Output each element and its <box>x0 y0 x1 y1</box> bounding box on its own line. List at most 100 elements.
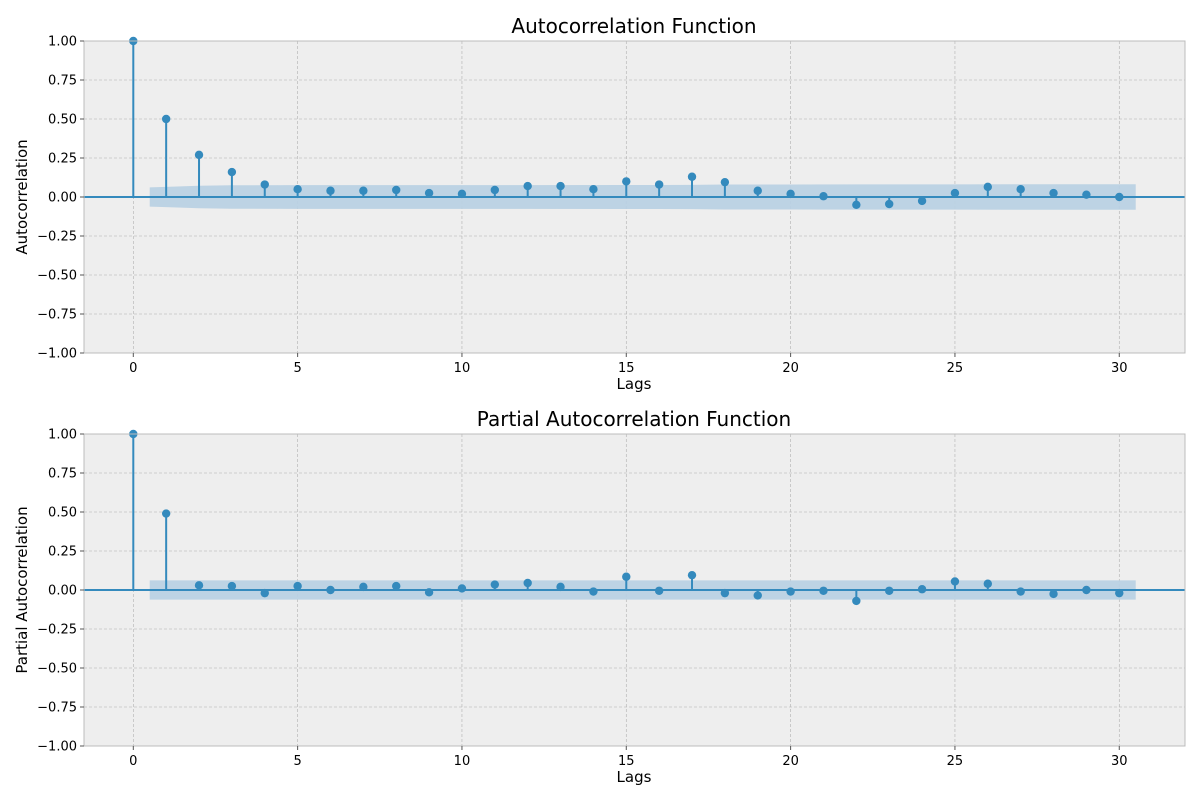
acf-y-tick-label: 0.75 <box>48 74 77 89</box>
pacf-y-tick-label: 0.50 <box>48 506 77 521</box>
acf-point-lag-22 <box>852 200 861 209</box>
pacf-point-lag-19 <box>753 591 762 600</box>
pacf-point-lag-5 <box>293 581 302 591</box>
pacf-point-lag-1 <box>161 509 171 518</box>
pacf-y-tick-label: 1.00 <box>48 428 77 443</box>
pacf-point-lag-13 <box>556 582 565 592</box>
acf-point-lag-23 <box>885 199 894 209</box>
acf-y-tick-label: 0.50 <box>48 113 77 128</box>
acf-x-tick-label: 10 <box>454 361 471 376</box>
pacf-y-tick-label: −0.75 <box>37 701 77 716</box>
pacf-chart-title: Partial Autocorrelation Function <box>477 407 791 431</box>
pacf-point-lag-7 <box>359 582 368 592</box>
pacf-point-lag-15 <box>622 572 631 581</box>
acf-point-lag-29 <box>1082 190 1091 199</box>
acf-point-lag-11 <box>490 185 500 195</box>
acf-chart-title: Autocorrelation Function <box>511 14 756 38</box>
acf-point-lag-15 <box>622 177 631 186</box>
pacf-point-lag-29 <box>1082 585 1091 595</box>
acf-point-lag-30 <box>1115 192 1124 202</box>
pacf-point-lag-23 <box>885 586 894 595</box>
acf-point-lag-12 <box>523 181 532 191</box>
pacf-point-lag-12 <box>523 578 532 588</box>
acf-point-lag-1 <box>161 114 171 124</box>
pacf-x-tick-label: 15 <box>618 754 635 769</box>
acf-y-tick-label: −0.50 <box>37 269 77 284</box>
acf-point-lag-13 <box>556 181 565 191</box>
pacf-x-tick-label: 5 <box>293 754 301 769</box>
pacf-point-lag-20 <box>786 587 795 596</box>
pacf-point-lag-10 <box>457 584 467 593</box>
acf-point-lag-28 <box>1049 188 1058 198</box>
pacf-point-lag-27 <box>1016 587 1025 596</box>
acf-point-lag-17 <box>687 172 697 181</box>
acf-point-lag-24 <box>917 196 927 206</box>
acf-point-lag-8 <box>392 185 401 195</box>
pacf-y-tick-label: 0.75 <box>48 467 77 482</box>
acf-point-lag-3 <box>227 167 237 177</box>
pacf-point-lag-30 <box>1115 588 1124 598</box>
acf-x-tick-label: 15 <box>618 361 635 376</box>
acf-x-tick-label: 0 <box>129 361 137 376</box>
pacf-x-tick-label: 20 <box>782 754 799 769</box>
acf-x-tick-label: 20 <box>782 361 799 376</box>
acf-point-lag-18 <box>720 177 730 187</box>
acf-point-lag-25 <box>950 188 960 198</box>
pacf-y-axis-label: Partial Autocorrelation <box>13 506 31 673</box>
acf-point-lag-9 <box>424 188 434 198</box>
acf-point-lag-20 <box>786 189 795 199</box>
pacf-point-lag-2 <box>194 581 204 590</box>
pacf-point-lag-17 <box>687 570 697 580</box>
pacf-y-tick-label: 0.00 <box>48 584 77 599</box>
pacf-point-lag-16 <box>654 586 664 595</box>
pacf-point-lag-9 <box>424 588 434 597</box>
pacf-y-tick-label: −0.25 <box>37 623 77 638</box>
pacf-y-tick-label: 0.25 <box>48 545 77 560</box>
pacf-x-axis-label: Lags <box>617 768 652 786</box>
acf-point-lag-4 <box>260 180 269 189</box>
pacf-point-lag-28 <box>1049 589 1058 599</box>
pacf-y-tick-label: −0.50 <box>37 662 77 677</box>
acf-point-lag-27 <box>1016 185 1025 194</box>
acf-x-tick-label: 30 <box>1111 361 1128 376</box>
acf-point-lag-5 <box>293 185 302 194</box>
pacf-x-tick-label: 30 <box>1111 754 1128 769</box>
pacf-point-lag-11 <box>490 580 500 589</box>
pacf-point-lag-25 <box>950 577 960 586</box>
acf-point-lag-2 <box>194 150 204 160</box>
pacf-point-lag-3 <box>227 581 237 591</box>
acf-point-lag-26 <box>983 182 993 192</box>
acf-y-tick-label: 0.25 <box>48 152 77 167</box>
pacf-point-lag-26 <box>983 579 993 588</box>
pacf-point-lag-18 <box>720 588 730 598</box>
pacf-x-tick-label: 0 <box>129 754 137 769</box>
acf-point-lag-10 <box>457 189 467 199</box>
acf-point-lag-7 <box>359 186 368 195</box>
acf-x-axis-label: Lags <box>617 375 652 393</box>
acf-x-tick-label: 5 <box>293 361 301 376</box>
acf-x-tick-label: 25 <box>947 361 964 376</box>
acf-point-lag-19 <box>753 186 762 195</box>
acf-y-tick-label: −1.00 <box>37 347 77 362</box>
acf-y-tick-label: 1.00 <box>48 35 77 50</box>
pacf-point-lag-4 <box>260 588 269 598</box>
acf-chart: Autocorrelation Function Lags Autocorrel… <box>13 14 1186 393</box>
pacf-x-tick-label: 25 <box>947 754 964 769</box>
pacf-y-tick-label: −1.00 <box>37 740 77 755</box>
pacf-point-lag-24 <box>917 585 927 594</box>
acf-y-tick-label: −0.25 <box>37 230 77 245</box>
pacf-point-lag-14 <box>589 587 598 596</box>
pacf-point-lag-22 <box>852 596 861 606</box>
acf-point-lag-14 <box>589 185 598 194</box>
acf-y-tick-label: 0.00 <box>48 191 77 206</box>
acf-point-lag-21 <box>819 192 828 201</box>
acf-y-axis-label: Autocorrelation <box>13 139 31 254</box>
acf-point-lag-6 <box>326 186 335 195</box>
pacf-point-lag-6 <box>326 585 335 595</box>
pacf-x-tick-label: 10 <box>454 754 471 769</box>
pacf-point-lag-8 <box>392 581 401 591</box>
pacf-chart: Partial Autocorrelation Function Lags Pa… <box>13 407 1186 786</box>
acf-y-tick-label: −0.75 <box>37 308 77 323</box>
acf-point-lag-16 <box>654 180 664 189</box>
